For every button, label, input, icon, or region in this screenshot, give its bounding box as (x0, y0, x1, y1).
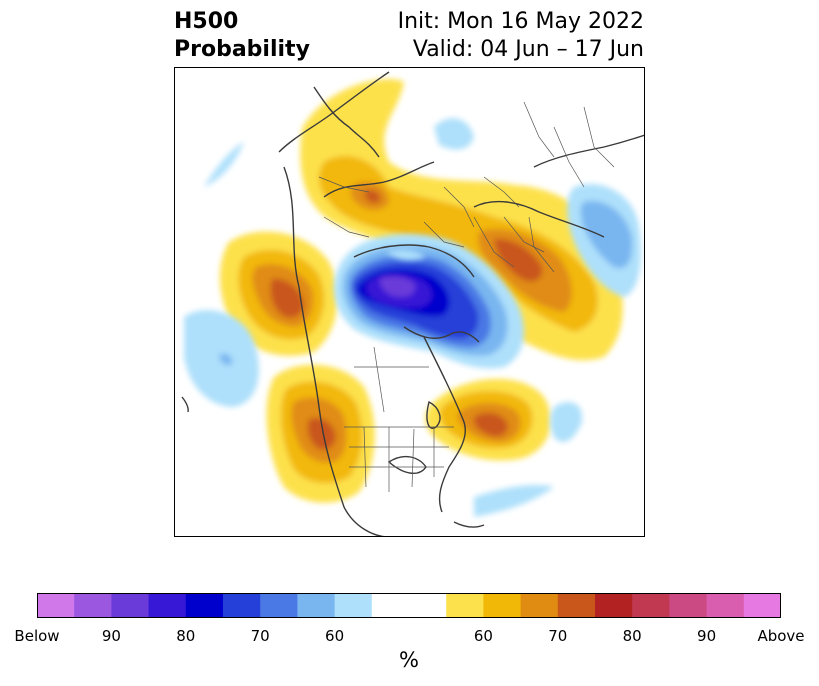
colorbar-tick-label: 80 (622, 627, 642, 645)
colorbar-swatch (595, 593, 633, 618)
colorbar-swatch (371, 593, 447, 618)
below-anomaly-siberia (567, 183, 641, 297)
title-block-right: Init: Mon 16 May 2022 Valid: 04 Jun – 17… (398, 8, 644, 64)
colorbar-swatch (706, 593, 745, 618)
valid-range: Valid: 04 Jun – 17 Jun (412, 37, 644, 62)
colorbar-swatch (260, 593, 298, 618)
title-quantity: Probability (174, 37, 310, 62)
init-date: Init: Mon 16 May 2022 (397, 9, 644, 34)
above-anomaly-north-atlantic-europe (300, 79, 623, 361)
title-variable: H500 (174, 9, 239, 34)
colorbar-tick-label: Above (757, 627, 805, 645)
colorbar-swatch (223, 593, 261, 618)
colorbar-swatch (297, 593, 336, 618)
colorbar-swatch (446, 593, 484, 618)
colorbar-swatch (483, 593, 522, 618)
colorbar-swatch (334, 593, 373, 618)
colorbar-tick-label: Below (14, 627, 60, 645)
colorbar-swatch (520, 593, 559, 618)
colorbar-swatch (557, 593, 596, 618)
colorbar-tick-label: 90 (697, 627, 717, 645)
political-borders (318, 101, 615, 492)
below-anomaly-arctic (334, 234, 524, 369)
colorbar-tick-label: 70 (250, 627, 270, 645)
colorbar-unit-label: % (399, 648, 419, 672)
coastlines (181, 71, 645, 537)
colorbar (37, 593, 781, 618)
colorbar-tick-label: 70 (548, 627, 568, 645)
colorbar-swatch (185, 593, 224, 618)
colorbar-swatch (37, 593, 75, 618)
below-anomaly-east-pacific (184, 310, 259, 407)
title-block-left: H500 Probability (174, 8, 310, 64)
colorbar-swatch (632, 593, 670, 618)
colorbar-swatch (743, 593, 781, 618)
colorbar-tick-label: 60 (325, 627, 345, 645)
above-anomaly-eastern-canada (425, 378, 551, 461)
probability-map (174, 67, 645, 537)
above-anomaly-western-us (266, 364, 375, 503)
colorbar-swatch (669, 593, 708, 618)
colorbar-swatch (148, 593, 187, 618)
colorbar-tick-label: 80 (176, 627, 196, 645)
colorbar-tick-label: 90 (101, 627, 121, 645)
colorbar-swatch (74, 593, 112, 618)
colorbar-tick-label: 60 (473, 627, 493, 645)
colorbar-swatch (111, 593, 150, 618)
below-anomaly-minor (204, 118, 583, 517)
above-anomaly-west-canada (219, 231, 338, 356)
